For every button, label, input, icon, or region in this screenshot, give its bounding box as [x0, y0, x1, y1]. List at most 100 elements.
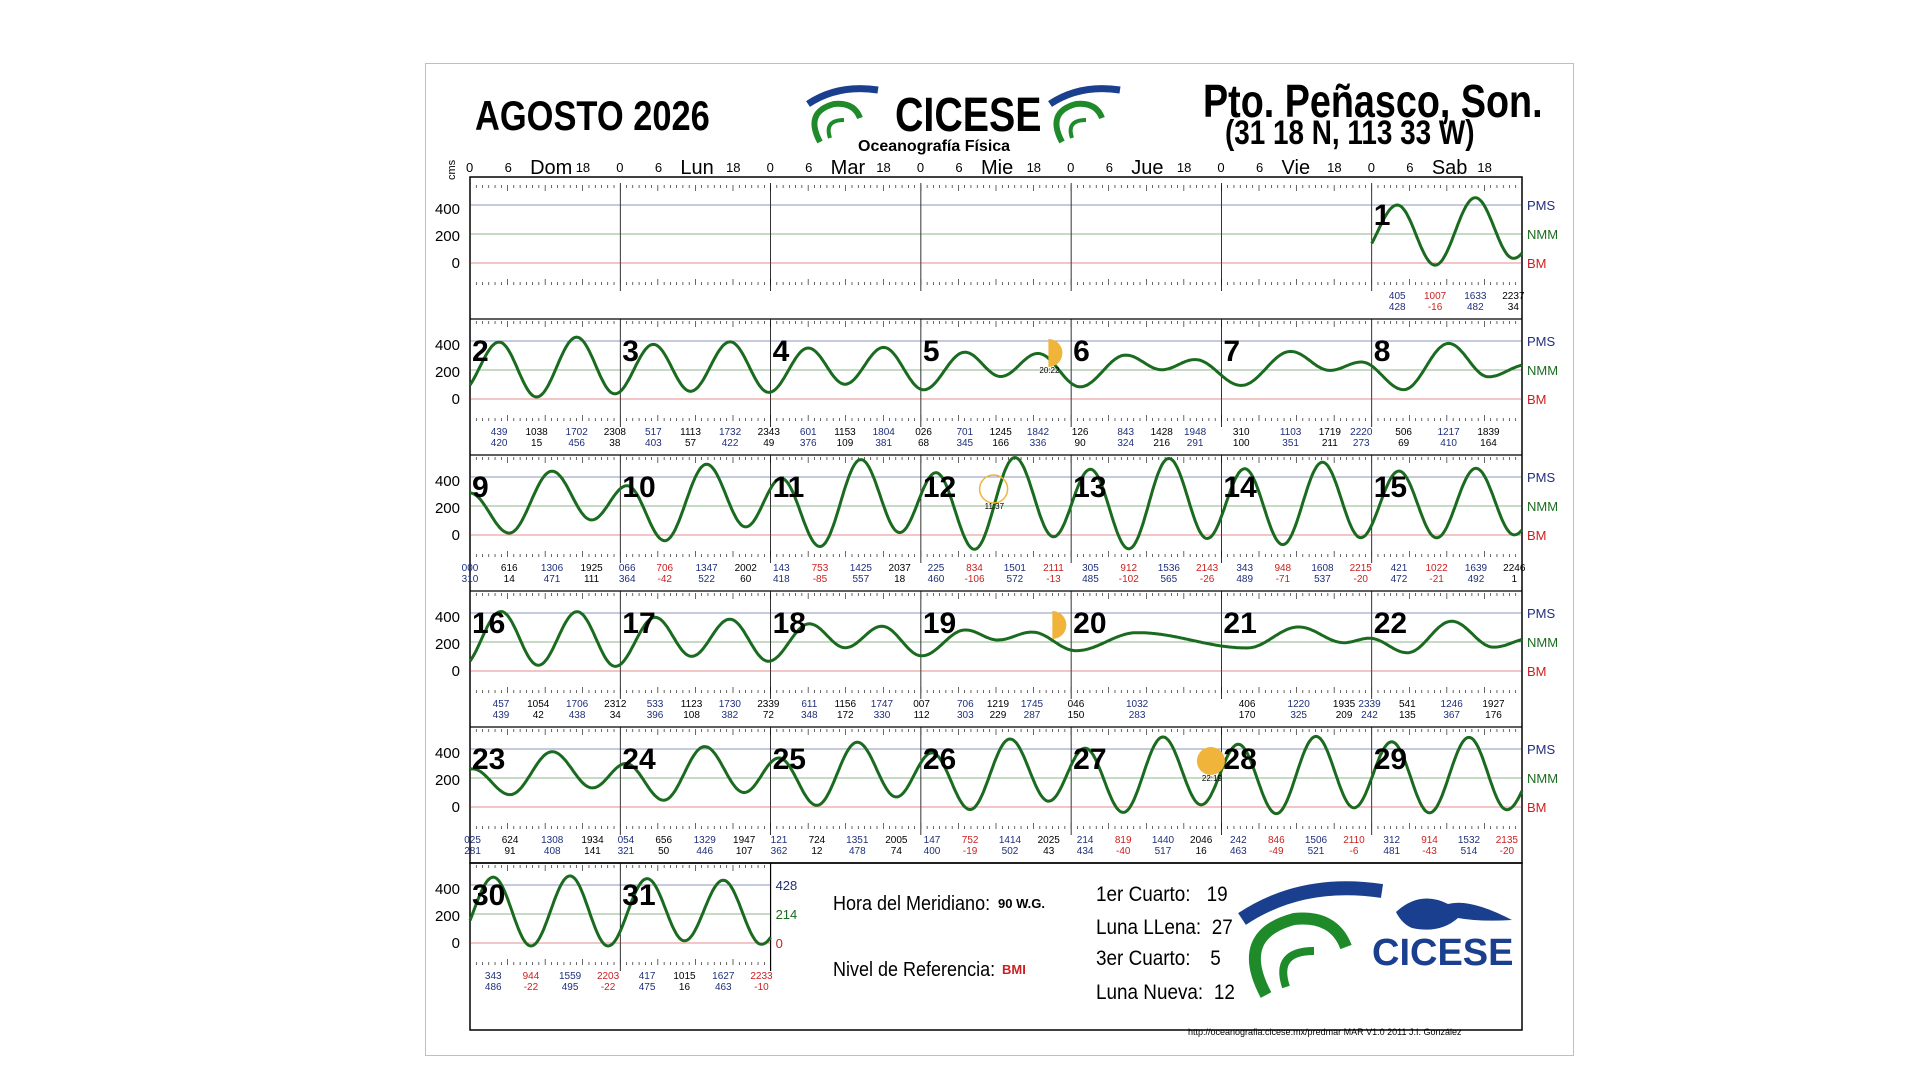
tide-height: 310 — [462, 574, 479, 585]
tide-time: 225 — [928, 563, 945, 574]
tide-height: 108 — [683, 710, 700, 721]
moon-label: 3er Cuarto: — [1096, 947, 1191, 970]
tide-height: 517 — [1155, 846, 1172, 857]
tide-time: 1745 — [1021, 699, 1044, 710]
hour-tick-label: 0 — [1067, 160, 1074, 175]
tide-time: 2005 — [885, 835, 908, 846]
tide-time: 616 — [501, 563, 518, 574]
tide-height: 287 — [1024, 710, 1041, 721]
moon-label: 1er Cuarto: — [1096, 883, 1191, 906]
tide-height: 330 — [874, 710, 891, 721]
tide-height: 422 — [722, 438, 739, 449]
tide-time: 025 — [464, 835, 481, 846]
tide-height: 514 — [1461, 846, 1478, 857]
tide-time: 1054 — [527, 699, 550, 710]
tide-time: 2046 — [1190, 835, 1213, 846]
logo-swoosh-green — [811, 100, 863, 144]
tide-height: 485 — [1082, 574, 1099, 585]
tide-height: 495 — [562, 982, 579, 993]
right-level-label: NMM — [1527, 363, 1558, 378]
day-number: 6 — [1073, 335, 1090, 368]
tide-height: 72 — [763, 710, 775, 721]
tide-time: 1329 — [694, 835, 717, 846]
tide-height: 456 — [568, 438, 585, 449]
tide-time: 601 — [800, 427, 817, 438]
tide-height: 351 — [1282, 438, 1299, 449]
right-level-label: NMM — [1527, 771, 1558, 786]
hour-tick-label: 6 — [505, 160, 512, 175]
tide-height: 438 — [569, 710, 586, 721]
tide-height: 49 — [763, 438, 775, 449]
right-level-label: BM — [1527, 256, 1547, 271]
day-number: 16 — [472, 607, 505, 640]
day-number: 21 — [1223, 607, 1256, 640]
day-number: 3 — [622, 335, 639, 368]
day-number: 18 — [773, 607, 806, 640]
tide-time: 1015 — [673, 971, 696, 982]
hour-tick-label: 0 — [616, 160, 623, 175]
tide-time: 1927 — [1482, 699, 1505, 710]
tide-height: 381 — [875, 438, 892, 449]
moon-third-quarter: 3er Cuarto: 5 — [1096, 947, 1221, 971]
tide-time: 2312 — [604, 699, 627, 710]
tide-time: 143 — [773, 563, 790, 574]
tide-curve — [468, 874, 772, 948]
y-tick-label: 400 — [435, 201, 460, 218]
hour-tick-label: 6 — [805, 160, 812, 175]
tide-height: 291 — [1187, 438, 1204, 449]
place-title: Pto. Peñasco, Son. — [1203, 75, 1543, 127]
tide-time: 2111 — [1043, 563, 1064, 574]
tide-height: 16 — [679, 982, 691, 993]
cicese-logo-large — [1238, 881, 1384, 998]
day-number: 24 — [622, 743, 656, 776]
tide-time: 506 — [1395, 427, 1412, 438]
tide-height: 410 — [1440, 438, 1457, 449]
day-number: 14 — [1223, 471, 1257, 504]
tide-time: 000 — [462, 563, 479, 574]
right-level-label: 214 — [776, 907, 798, 922]
tide-time: 2220 — [1350, 427, 1373, 438]
tide-time: 2135 — [1496, 835, 1519, 846]
tide-time: 752 — [962, 835, 979, 846]
tide-time: 312 — [1383, 835, 1400, 846]
tide-time: 843 — [1117, 427, 1134, 438]
tide-curve — [469, 734, 1524, 816]
right-level-label: NMM — [1527, 227, 1558, 242]
right-level-label: PMS — [1527, 742, 1556, 757]
tide-height: -40 — [1116, 846, 1131, 857]
logo-swoosh-blue — [1238, 881, 1384, 925]
tide-height: 463 — [715, 982, 732, 993]
moon-time-label: 11:37 — [985, 502, 1005, 511]
tide-time: 1428 — [1151, 427, 1174, 438]
day-name-label: Mar — [831, 157, 866, 179]
tide-time: 1842 — [1027, 427, 1050, 438]
tide-height: -85 — [813, 574, 828, 585]
tide-height: 403 — [645, 438, 662, 449]
day-number: 27 — [1073, 743, 1106, 776]
hour-tick-label: 0 — [1217, 160, 1224, 175]
tide-height: 345 — [956, 438, 973, 449]
moon-first-quarter: 1er Cuarto: 19 — [1096, 883, 1228, 907]
month-title: AGOSTO 2026 — [475, 92, 710, 139]
moon-label: Luna Nueva: — [1096, 981, 1204, 1004]
day-number: 5 — [923, 335, 940, 368]
tide-time: 1532 — [1458, 835, 1481, 846]
tide-time: 1306 — [541, 563, 564, 574]
tide-height: 16 — [1196, 846, 1208, 857]
tide-height: -49 — [1269, 846, 1284, 857]
tide-height: 367 — [1443, 710, 1460, 721]
tide-time: 611 — [801, 699, 817, 710]
tide-time: 421 — [1391, 563, 1408, 574]
y-tick-label: 200 — [435, 364, 460, 381]
tide-time: 1123 — [681, 699, 703, 710]
hour-tick-label: 0 — [767, 160, 774, 175]
right-level-label: PMS — [1527, 606, 1556, 621]
tide-time: 406 — [1239, 699, 1256, 710]
moon-day: 5 — [1210, 947, 1221, 970]
tide-height: 420 — [491, 438, 508, 449]
day-number: 22 — [1374, 607, 1407, 640]
tide-height: 565 — [1160, 574, 1177, 585]
day-number: 4 — [773, 335, 790, 368]
tide-height: -102 — [1119, 574, 1139, 585]
tide-time: 1732 — [719, 427, 742, 438]
